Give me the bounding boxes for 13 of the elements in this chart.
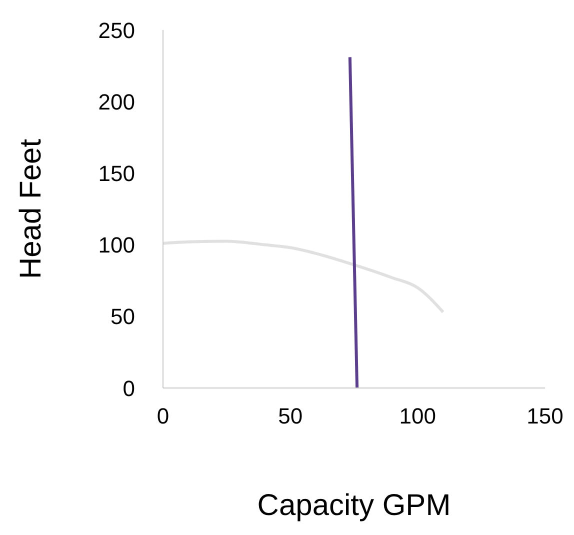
x-tick-label: 0 <box>156 404 170 429</box>
y-tick-label: 250 <box>98 18 135 43</box>
y-tick-label: 200 <box>98 89 135 114</box>
y-axis-title: Head Feet <box>14 138 48 280</box>
x-tick-label: 50 <box>278 404 303 429</box>
line-series <box>163 240 445 314</box>
y-tick-label: 100 <box>98 232 135 258</box>
y-tick-label: 50 <box>110 304 135 330</box>
x-axis-title: Capacity GPM <box>257 489 451 522</box>
x-tick-label: 150 <box>526 404 564 429</box>
y-tick-label: 0 <box>122 376 135 401</box>
x-tick-label: 100 <box>399 404 436 429</box>
y-tick-label: 150 <box>98 161 135 186</box>
